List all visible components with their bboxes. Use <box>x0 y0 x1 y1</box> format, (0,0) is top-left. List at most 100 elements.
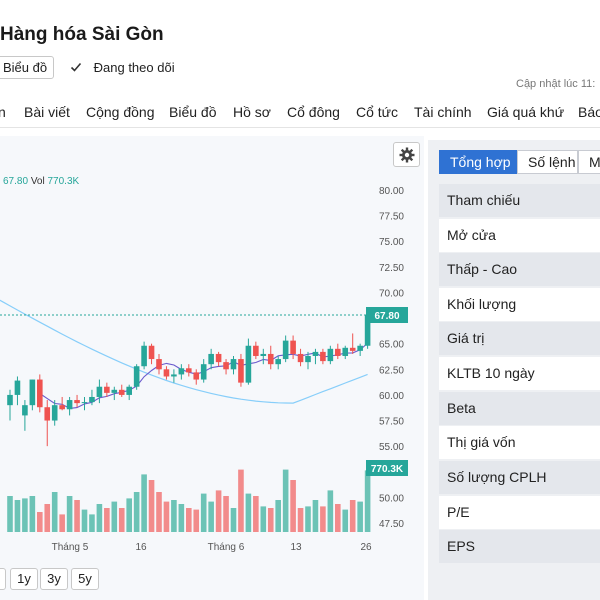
range-button-3y[interactable]: 3y <box>40 568 68 590</box>
candle-body <box>208 353 214 365</box>
row-reference: Tham chiếu <box>439 184 600 217</box>
volume-bar <box>275 500 281 532</box>
tab-more[interactable]: Mu <box>578 150 600 174</box>
volume-bar <box>312 500 319 532</box>
x-tick-label: Tháng 5 <box>52 542 89 553</box>
candle-body <box>29 379 36 406</box>
candle-body <box>245 345 252 383</box>
candle-body <box>104 386 110 393</box>
volume-bar <box>44 504 51 532</box>
candle-body <box>364 315 371 346</box>
candle-body <box>163 369 170 377</box>
candle-body <box>81 402 88 404</box>
follow-label: Đang theo dõi <box>93 60 175 75</box>
candle-body <box>133 366 140 387</box>
tab-finance[interactable]: Tài chính <box>414 104 472 120</box>
gear-icon <box>399 147 415 163</box>
candle-body <box>22 405 28 416</box>
candle-body <box>14 380 21 395</box>
row-volume: Khối lượng <box>439 288 600 321</box>
candle-body <box>327 348 334 362</box>
volume-bar <box>126 498 132 532</box>
tab-orders[interactable]: Số lệnh <box>517 150 578 174</box>
candle-body <box>178 368 185 375</box>
volume-bar <box>81 509 88 532</box>
legend-volume: 770.3K <box>47 176 80 187</box>
volume-bar <box>7 496 13 532</box>
tab-shareholders[interactable]: Cổ đông <box>287 104 340 120</box>
volume-bar <box>111 501 118 532</box>
last-price-label: 67.80 <box>374 311 399 322</box>
tab-community[interactable]: Cộng đồng <box>86 104 155 120</box>
price-chart[interactable]: 80.0077.5075.0072.5070.0067.5065.0062.50… <box>0 136 424 560</box>
follow-button[interactable]: Đang theo dõi <box>70 60 175 75</box>
candle-body <box>357 345 363 351</box>
candle-body <box>74 400 80 404</box>
last-price-badge <box>366 307 408 324</box>
volume-bar <box>66 496 73 532</box>
candle-body <box>186 368 192 373</box>
row-market-cap: Thị giá vốn <box>439 426 600 459</box>
row-avg-volume-10d: KLTB 10 ngày <box>439 357 600 390</box>
y-tick-label: 57.50 <box>379 417 404 428</box>
row-pe: P/E <box>439 496 600 529</box>
candle-body <box>267 353 274 365</box>
tab-chart[interactable]: Biểu đồ <box>169 104 217 120</box>
y-tick-label: 55.00 <box>379 442 404 453</box>
volume-bar <box>327 490 334 532</box>
legend-vol-label: Vol <box>30 176 45 187</box>
candle-body <box>297 353 304 363</box>
volume-bar <box>59 514 65 532</box>
x-tick-label: 26 <box>360 542 372 553</box>
candle-body <box>111 389 118 393</box>
candle-body <box>51 405 58 421</box>
volume-bar <box>320 506 326 532</box>
chart-settings-button[interactable] <box>393 142 420 167</box>
volume-bar <box>74 500 80 532</box>
candle-body <box>215 353 222 363</box>
x-tick-label: 13 <box>290 542 302 553</box>
range-button-5y[interactable]: 5y <box>71 568 99 590</box>
candle-body <box>305 355 311 363</box>
tab-reports[interactable]: Báo <box>578 104 600 120</box>
candle-body <box>44 407 51 421</box>
tab-partial[interactable]: n <box>0 104 6 120</box>
chart-button[interactable]: Biểu đồ <box>0 56 54 79</box>
y-tick-label: 47.50 <box>379 519 404 530</box>
candle-body <box>171 374 177 377</box>
volume-bar <box>104 508 110 532</box>
range-button-1y[interactable]: 1y <box>10 568 38 590</box>
candle-body <box>335 348 341 356</box>
y-tick-label: 75.00 <box>379 237 404 248</box>
last-volume-badge <box>366 460 408 476</box>
volume-bar <box>238 469 244 532</box>
volume-bar <box>141 474 147 532</box>
tab-price-history[interactable]: Giá quá khứ <box>487 104 565 120</box>
legend-price: 67.80 <box>3 176 29 187</box>
volume-bar <box>260 506 267 532</box>
candle-body <box>238 359 244 383</box>
check-icon <box>70 62 82 72</box>
tab-profile[interactable]: Hồ sơ <box>233 104 271 120</box>
tab-dividends[interactable]: Cổ tức <box>356 104 399 120</box>
candle-body <box>193 372 200 380</box>
candle-body <box>126 386 132 395</box>
candle-body <box>253 345 259 356</box>
range-button-partial[interactable] <box>0 568 6 590</box>
candle-body <box>66 400 73 410</box>
candle-body <box>96 386 103 397</box>
x-tick-label: 16 <box>135 542 147 553</box>
candle-body <box>223 362 229 370</box>
candle-body <box>349 347 356 351</box>
volume-bar <box>89 514 95 532</box>
updated-label: Cập nhật lúc 11: <box>516 78 596 90</box>
volume-bar <box>51 492 58 532</box>
volume-bar <box>14 500 21 532</box>
candle-body <box>230 359 237 370</box>
tab-summary[interactable]: Tổng hợp <box>439 150 517 174</box>
tab-posts[interactable]: Bài viết <box>24 104 70 120</box>
candle-body <box>89 396 95 403</box>
volume-bar <box>186 508 192 532</box>
volume-bar <box>133 492 140 532</box>
y-tick-label: 65.00 <box>379 340 404 351</box>
